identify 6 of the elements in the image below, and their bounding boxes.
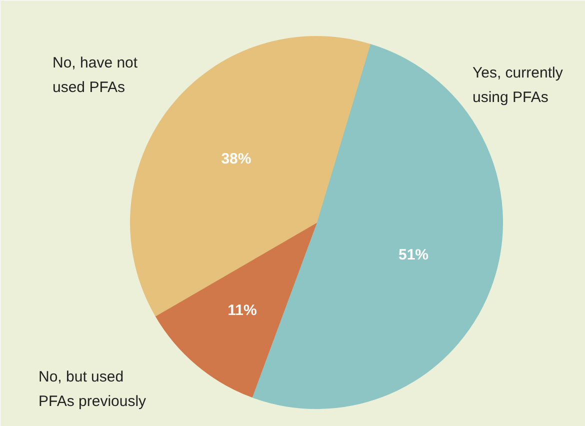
data-label: 11% [228, 302, 257, 320]
slice-label: No, have not used PFAs [52, 54, 138, 96]
slice-label: Yes, currently using PFAs [472, 64, 564, 106]
slice-label: No, but used PFAs previously [38, 368, 147, 410]
data-label: 38% [221, 150, 252, 168]
data-label: 51% [398, 246, 429, 264]
